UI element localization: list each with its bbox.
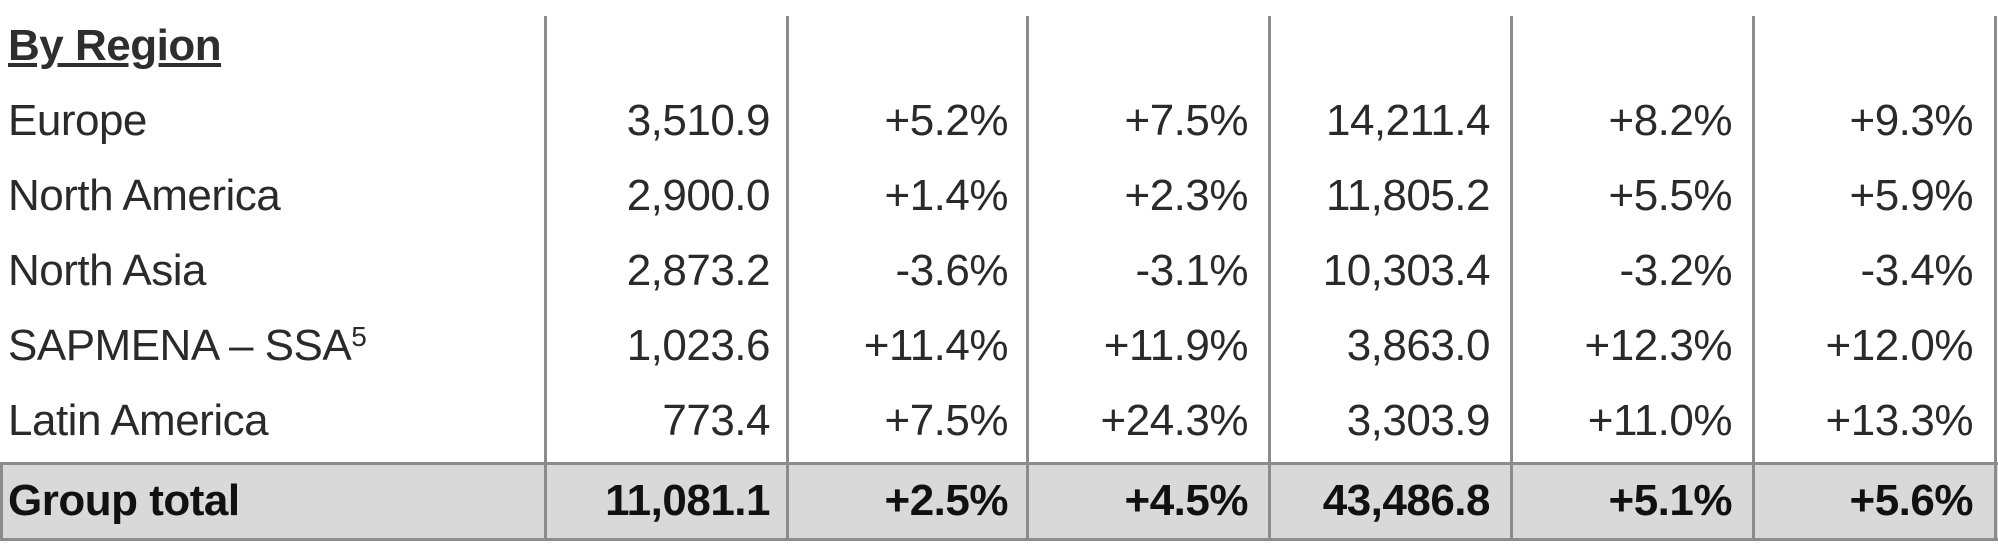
table-bottom-border	[0, 538, 1998, 541]
total-cell: 11,081.1	[605, 476, 770, 525]
table-cell: -3.2%	[1619, 246, 1733, 295]
row-label: SAPMENA – SSA5	[8, 308, 367, 383]
table-cell: 1,023.6	[626, 321, 771, 370]
table-cell: +11.4%	[863, 321, 1009, 370]
table-cell: +24.3%	[1100, 396, 1249, 445]
table-cell: +13.3%	[1825, 396, 1974, 445]
table-cell: +12.3%	[1584, 321, 1733, 370]
table-cell: 11,805.2	[1325, 171, 1491, 220]
section-title: By Region	[8, 21, 222, 70]
table-cell: -3.4%	[1860, 246, 1974, 295]
table-cell: 14,211.4	[1325, 96, 1491, 145]
table-cell: +12.0%	[1825, 321, 1974, 370]
column-divider	[1510, 16, 1513, 540]
column-divider	[786, 16, 789, 540]
column-divider	[1268, 16, 1271, 540]
table-row: North Asia 2,873.2 -3.6% -3.1% 10,303.4 …	[0, 233, 1998, 308]
row-label: Europe	[8, 96, 147, 145]
group-total-row: Group total 11,081.1 +2.5% +4.5% 43,486.…	[0, 462, 1998, 540]
row-label-text: SAPMENA – SSA	[8, 321, 352, 370]
table-cell: +11.0%	[1587, 396, 1733, 445]
total-top-border	[0, 462, 1998, 465]
section-header-row: By Region	[0, 8, 1998, 83]
table-cell: +5.9%	[1849, 171, 1974, 220]
table-cell: +2.3%	[1124, 171, 1249, 220]
total-cell: +4.5%	[1124, 476, 1249, 525]
table-row: Europe 3,510.9 +5.2% +7.5% 14,211.4 +8.2…	[0, 83, 1998, 158]
column-divider	[1752, 16, 1755, 540]
total-cell: +5.6%	[1849, 476, 1974, 525]
table-border-right	[1994, 16, 1997, 540]
table-cell: 3,510.9	[626, 96, 771, 145]
table-cell: +5.5%	[1608, 171, 1733, 220]
table-cell: -3.6%	[895, 246, 1009, 295]
table-cell: +11.9%	[1103, 321, 1249, 370]
total-cell: 43,486.8	[1322, 476, 1491, 525]
table-cell: 2,873.2	[626, 246, 771, 295]
row-label: North America	[8, 171, 281, 220]
table-cell: 2,900.0	[626, 171, 771, 220]
table-cell: 10,303.4	[1322, 246, 1491, 295]
total-label: Group total	[8, 476, 240, 525]
row-label: Latin America	[8, 396, 269, 445]
row-label: North Asia	[8, 246, 206, 295]
table-cell: 3,863.0	[1346, 321, 1491, 370]
table-cell: +7.5%	[884, 396, 1009, 445]
table-border-left	[0, 462, 3, 540]
table-cell: 773.4	[662, 396, 770, 445]
column-divider	[1026, 16, 1029, 540]
table-cell: 3,303.9	[1346, 396, 1491, 445]
table-cell: +5.2%	[884, 96, 1009, 145]
table-cell: +8.2%	[1608, 96, 1733, 145]
table-cell: -3.1%	[1135, 246, 1249, 295]
table-row: Latin America 773.4 +7.5% +24.3% 3,303.9…	[0, 383, 1998, 458]
total-cell: +5.1%	[1608, 476, 1733, 525]
column-divider	[544, 16, 547, 540]
total-cell: +2.5%	[884, 476, 1009, 525]
table-cell: +9.3%	[1849, 96, 1974, 145]
footnote-marker: 5	[351, 321, 367, 352]
table-cell: +7.5%	[1124, 96, 1249, 145]
table-row: SAPMENA – SSA5 1,023.6 +11.4% +11.9% 3,8…	[0, 308, 1998, 383]
table-cell: +1.4%	[884, 171, 1009, 220]
table-row: North America 2,900.0 +1.4% +2.3% 11,805…	[0, 158, 1998, 233]
